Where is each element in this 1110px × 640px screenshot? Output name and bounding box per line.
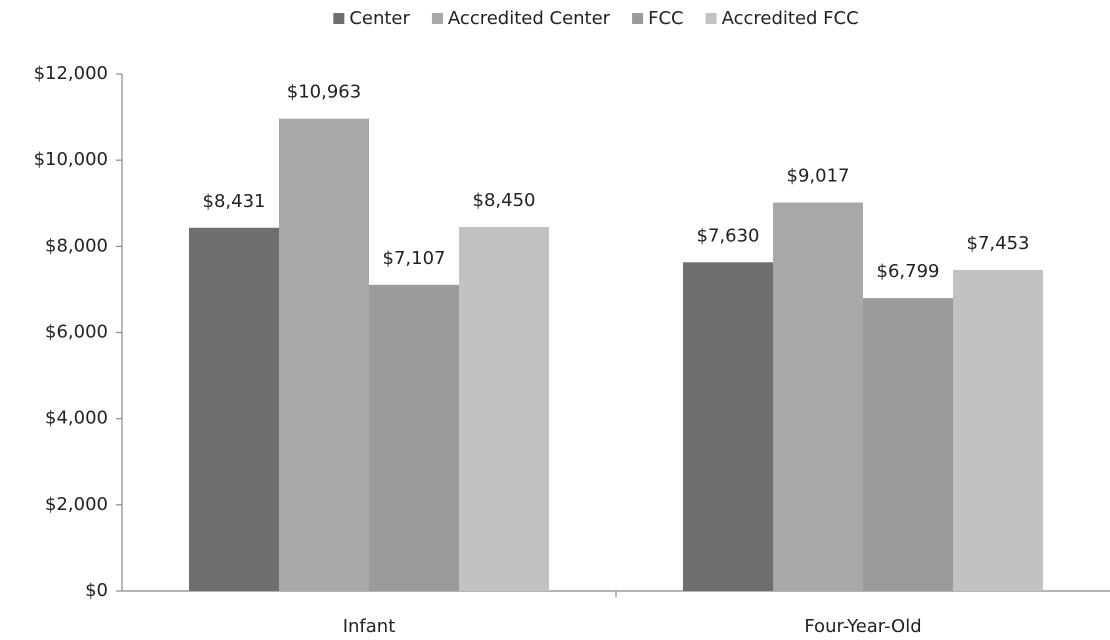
legend-label: FCC [648, 8, 684, 29]
data-label: $7,630 [697, 225, 760, 246]
y-tick-label: $12,000 [34, 63, 108, 84]
data-label: $9,017 [787, 166, 850, 187]
legend-swatch [632, 13, 644, 24]
bar [369, 284, 459, 591]
legend-label: Accredited Center [448, 8, 611, 29]
data-label: $7,107 [383, 248, 446, 269]
y-tick-label: $4,000 [45, 408, 108, 429]
data-label: $8,450 [473, 190, 536, 211]
bar [279, 118, 369, 591]
bar [459, 226, 549, 591]
legend-swatch [431, 13, 443, 24]
bar [773, 202, 863, 591]
x-tick-label: Four-Year-Old [804, 616, 921, 637]
data-label: $7,453 [967, 233, 1030, 254]
y-tick-label: $2,000 [45, 494, 108, 515]
legend-swatch [333, 13, 345, 24]
data-label: $10,963 [287, 82, 361, 103]
y-tick-label: $10,000 [34, 149, 108, 170]
y-tick-label: $6,000 [45, 322, 108, 343]
y-tick-label: $8,000 [45, 235, 108, 256]
bar [683, 262, 773, 591]
bar [189, 227, 279, 592]
x-tick-label: Infant [343, 616, 396, 637]
y-tick-label: $0 [85, 580, 108, 601]
legend-swatch [705, 13, 717, 24]
bar [863, 298, 953, 591]
legend-label: Accredited FCC [722, 8, 859, 29]
legend-label: Center [349, 8, 410, 29]
bar [953, 269, 1043, 591]
data-label: $6,799 [877, 261, 940, 282]
data-label: $8,431 [203, 191, 266, 212]
